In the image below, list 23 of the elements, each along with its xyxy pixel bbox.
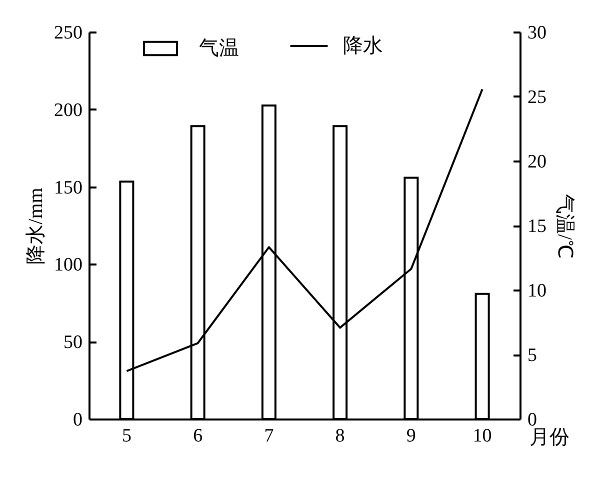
x-tick-label: 7 — [264, 426, 274, 446]
y-tick-label: 100 — [54, 254, 82, 276]
x-tick-label: 9 — [406, 426, 416, 446]
y-tick-label: 0 — [73, 410, 82, 430]
y2-tick-label: 25 — [528, 87, 546, 108]
legend-label: 降水 — [343, 35, 383, 57]
y-tick-label: 150 — [54, 177, 82, 198]
y-tick-label: 200 — [54, 100, 82, 121]
y-tick-label: 50 — [64, 332, 82, 354]
y-axis-title: 降水/mm — [25, 187, 47, 264]
y2-tick-label: 5 — [528, 345, 537, 366]
y2-tick-label: 10 — [528, 280, 546, 302]
x-tick-label: 6 — [193, 426, 203, 446]
x-axis-title: 月份 — [530, 426, 570, 448]
y-tick-label: 250 — [54, 22, 82, 44]
legend-label: 气温 — [199, 38, 239, 60]
y2-axis-title: 气温/℃ — [554, 194, 576, 258]
x-tick-label: 8 — [335, 426, 345, 446]
y2-tick-label: 15 — [528, 216, 546, 237]
x-tick-label: 5 — [122, 426, 132, 446]
y2-tick-label: 30 — [528, 22, 546, 44]
x-tick-label: 10 — [472, 426, 492, 446]
y2-tick-label: 20 — [528, 152, 546, 172]
